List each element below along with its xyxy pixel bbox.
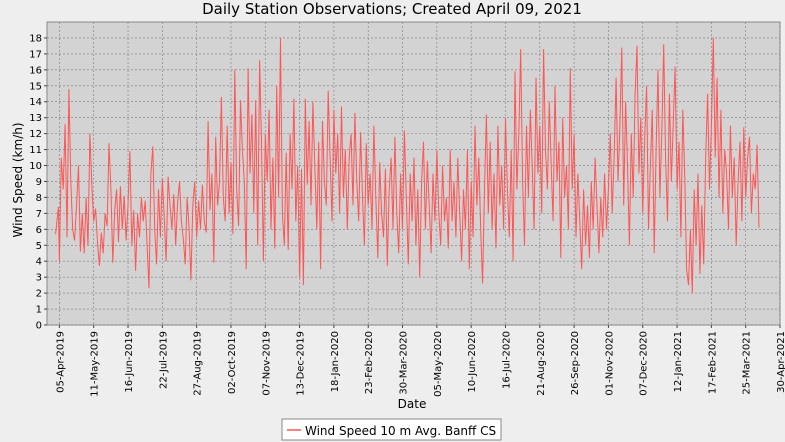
x-axis-label: Date <box>398 397 427 411</box>
x-tick-label: 07-Dec-2020 <box>639 331 650 396</box>
x-tick-label: 01-Nov-2020 <box>604 331 615 396</box>
y-tick-label: 4 <box>36 257 42 268</box>
x-tick-label: 02-Oct-2019 <box>227 331 238 394</box>
y-axis-label: Wind Speed (km/h) <box>11 122 25 237</box>
x-tick-label: 05-May-2020 <box>433 331 444 397</box>
x-tick-label: 26-Sep-2020 <box>570 331 581 395</box>
chart-title: Daily Station Observations; Created Apri… <box>202 0 582 18</box>
y-tick-label: 10 <box>29 161 42 172</box>
y-tick-label: 3 <box>36 273 42 284</box>
y-tick-label: 11 <box>29 145 42 156</box>
y-tick-label: 12 <box>29 129 42 140</box>
y-tick-label: 16 <box>29 65 42 76</box>
legend-label: Wind Speed 10 m Avg. Banff CS <box>305 424 496 438</box>
x-tick-label: 16-Jul-2020 <box>501 331 512 389</box>
x-axis: 05-Apr-2019 11-May-2019 16-Jun-2019 22-Jul-… <box>55 325 785 397</box>
y-tick-label: 6 <box>36 225 42 236</box>
x-tick-label: 13-Dec-2019 <box>296 331 307 396</box>
x-tick-label: 23-Feb-2020 <box>364 331 375 394</box>
y-tick-label: 0 <box>36 321 42 332</box>
x-tick-label: 30-Mar-2020 <box>399 331 410 395</box>
x-tick-label: 17-Feb-2021 <box>707 331 718 394</box>
x-tick-label: 22-Jul-2019 <box>158 331 169 389</box>
x-tick-label: 21-Aug-2020 <box>536 331 547 396</box>
x-tick-label: 11-May-2019 <box>90 331 101 397</box>
y-tick-label: 2 <box>36 289 42 300</box>
x-tick-label: 16-Jun-2019 <box>124 331 135 393</box>
x-tick-label: 30-Apr-2021 <box>776 331 785 393</box>
y-tick-label: 13 <box>29 113 42 124</box>
legend: Wind Speed 10 m Avg. Banff CS <box>281 418 502 441</box>
x-tick-label: 10-Jun-2020 <box>467 331 478 393</box>
y-tick-label: 7 <box>36 209 42 220</box>
x-tick-label: 18-Jan-2020 <box>330 331 341 392</box>
y-tick-label: 18 <box>29 33 42 44</box>
y-tick-label: 1 <box>36 305 42 316</box>
x-tick-label: 05-Apr-2019 <box>55 331 66 393</box>
series-line <box>55 37 760 294</box>
x-tick-label: 25-Mar-2021 <box>742 331 753 395</box>
y-tick-label: 9 <box>36 177 42 188</box>
y-tick-label: 15 <box>29 81 42 92</box>
y-tick-label: 8 <box>36 193 42 204</box>
y-tick-label: 17 <box>29 49 42 60</box>
grid <box>47 22 781 326</box>
y-tick-label: 5 <box>36 241 42 252</box>
x-tick-label: 07-Nov-2019 <box>261 331 272 396</box>
x-tick-label: 12-Jan-2021 <box>673 331 684 392</box>
y-tick-label: 14 <box>29 97 42 108</box>
x-tick-label: 27-Aug-2019 <box>193 331 204 396</box>
